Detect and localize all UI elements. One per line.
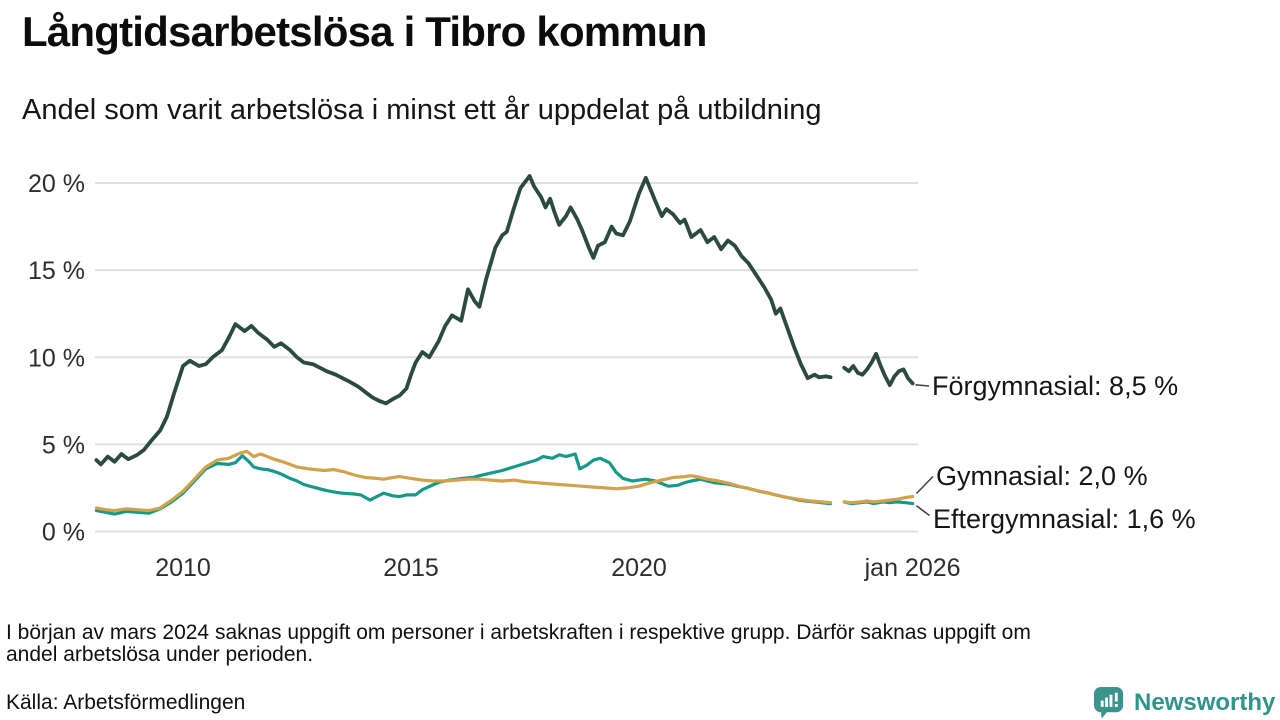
- y-tick-0: 0 %: [42, 519, 85, 547]
- x-tick-2020: 2020: [611, 554, 667, 582]
- newsworthy-wordmark: Newsworthy: [1134, 688, 1276, 716]
- series-line-gymnasial-seg1: [842, 495, 915, 505]
- source-label: Källa: Arbetsförmedlingen: [6, 691, 246, 714]
- series-line-forgymnasial-seg1: [842, 351, 915, 388]
- x-tick-2015: 2015: [383, 554, 439, 582]
- y-tick-5: 5 %: [42, 431, 85, 459]
- y-tick-10: 10 %: [28, 344, 85, 372]
- newsworthy-logo: Newsworthy: [1093, 686, 1275, 719]
- series-line-forgymnasial-seg0: [94, 174, 833, 467]
- page-title: Långtidsarbetslösa i Tibro kommun: [22, 8, 707, 55]
- newsworthy-icon: [1093, 686, 1124, 719]
- chart-subtitle: Andel som varit arbetslösa i minst ett å…: [22, 94, 822, 126]
- callout-forgymnasial: [915, 384, 930, 387]
- series-label-forgymnasial: Förgymnasial: 8,5 %: [932, 371, 1178, 401]
- x-tick-2026: jan 2026: [864, 554, 961, 582]
- y-tick-20: 20 %: [28, 170, 85, 198]
- callout-gymnasial: [915, 475, 934, 495]
- series-label-eftergymnasial: Eftergymnasial: 1,6 %: [933, 504, 1196, 534]
- footnote-line-2: andel arbetslösa under perioden.: [6, 643, 314, 666]
- callout-eftergymnasial: [916, 505, 930, 517]
- series-label-gymnasial: Gymnasial: 2,0 %: [936, 461, 1148, 491]
- footnote-line-1: I början av mars 2024 saknas uppgift om …: [6, 621, 1031, 644]
- series-line-gymnasial-seg0: [94, 449, 833, 513]
- series-line-eftergymnasial-seg0: [94, 452, 833, 516]
- footnote: I början av mars 2024 saknas uppgift om …: [6, 622, 1261, 666]
- y-tick-15: 15 %: [28, 257, 85, 285]
- x-tick-2010: 2010: [155, 554, 211, 582]
